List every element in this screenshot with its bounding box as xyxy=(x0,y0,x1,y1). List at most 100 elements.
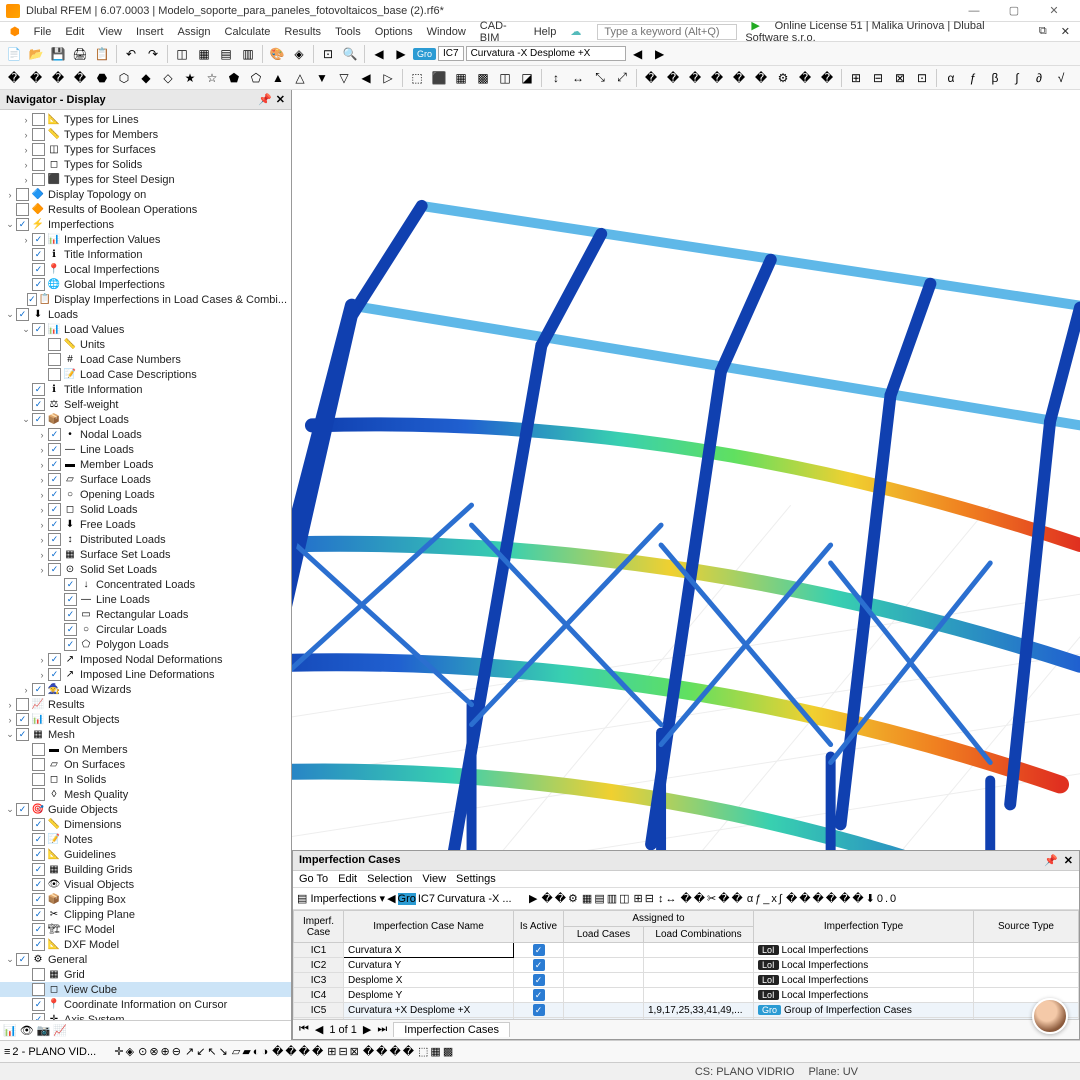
tab-results-icon[interactable]: 📈 xyxy=(53,1024,67,1037)
tool-5-icon[interactable]: ⬡ xyxy=(114,68,134,88)
bp-tool-34-icon[interactable]: 0 xyxy=(877,893,883,905)
tab-data-icon[interactable]: 📊 xyxy=(3,1024,17,1037)
tree-item[interactable]: › 🔷 Display Topology on xyxy=(0,187,291,202)
new-icon[interactable]: 📄 xyxy=(4,44,24,64)
tree-checkbox[interactable] xyxy=(64,608,77,621)
menu-assign[interactable]: Assign xyxy=(171,24,216,40)
tree-checkbox[interactable] xyxy=(16,218,29,231)
tree-item[interactable]: › ▱ Surface Loads xyxy=(0,472,291,487)
tree-item[interactable]: 📝 Notes xyxy=(0,832,291,847)
tree-checkbox[interactable] xyxy=(32,233,45,246)
tree-checkbox[interactable] xyxy=(64,578,77,591)
tree-checkbox[interactable] xyxy=(32,1013,45,1020)
tool-27-icon[interactable]: ↔ xyxy=(568,68,588,88)
cloud-icon[interactable]: ☁ xyxy=(564,23,587,40)
tree-item[interactable]: 📏 Dimensions xyxy=(0,817,291,832)
tool-15-icon[interactable]: ▽ xyxy=(334,68,354,88)
tree-item[interactable]: › • Nodal Loads xyxy=(0,427,291,442)
tree-item[interactable]: › 📊 Result Objects xyxy=(0,712,291,727)
case-name-combo[interactable]: Curvatura -X Desplome +X xyxy=(466,46,626,61)
view-xz-icon[interactable]: ▤ xyxy=(216,44,236,64)
tree-item[interactable]: 📝 Load Case Descriptions xyxy=(0,367,291,382)
col-loadcases[interactable]: Load Cases xyxy=(564,927,644,943)
tool-48-icon[interactable]: β xyxy=(985,68,1005,88)
tool-24-icon[interactable]: ◪ xyxy=(517,68,537,88)
bp-tool-23-icon[interactable]: _ xyxy=(763,893,769,905)
tree-checkbox[interactable] xyxy=(32,773,45,786)
tree-checkbox[interactable] xyxy=(32,743,45,756)
tree-checkbox[interactable] xyxy=(64,623,77,636)
bp-tool-2-icon[interactable]: ⚙ xyxy=(568,892,578,905)
tree-checkbox[interactable] xyxy=(32,758,45,771)
tree-checkbox[interactable] xyxy=(48,353,61,366)
tree-item[interactable]: › 📈 Results xyxy=(0,697,291,712)
bp-tool-31-icon[interactable]: � xyxy=(839,892,850,905)
open-icon[interactable]: 📂 xyxy=(26,44,46,64)
tool-37-icon[interactable]: ⚙ xyxy=(773,68,793,88)
menu-help[interactable]: Help xyxy=(528,24,563,40)
tree-checkbox[interactable] xyxy=(27,293,37,306)
tool-2-icon[interactable]: � xyxy=(48,68,68,88)
tree-checkbox[interactable] xyxy=(32,818,45,831)
window-close-icon[interactable]: ✕ xyxy=(1055,23,1076,40)
view-yz-icon[interactable]: ▥ xyxy=(238,44,258,64)
view-iso-icon[interactable]: ◫ xyxy=(172,44,192,64)
tree-item[interactable]: ○ Circular Loads xyxy=(0,622,291,637)
tree-checkbox[interactable] xyxy=(32,263,45,276)
tree-checkbox[interactable] xyxy=(16,728,29,741)
tree-checkbox[interactable] xyxy=(64,638,77,651)
ts-27-icon[interactable]: � xyxy=(363,1045,374,1058)
tool-32-icon[interactable]: � xyxy=(663,68,683,88)
tree-item[interactable]: › — Line Loads xyxy=(0,442,291,457)
tree-checkbox[interactable] xyxy=(32,113,45,126)
tree-checkbox[interactable] xyxy=(32,908,45,921)
ts-11-icon[interactable]: ↘ xyxy=(219,1045,228,1058)
table-tab[interactable]: Imperfection Cases xyxy=(393,1022,510,1037)
tree-item[interactable]: 📦 Clipping Box xyxy=(0,892,291,907)
tree-item[interactable]: › 📊 Imperfection Values xyxy=(0,232,291,247)
bp-tool-27-icon[interactable]: � xyxy=(786,892,797,905)
table-row[interactable]: IC5 Curvatura +X Desplome +X ✓ 1,9,17,25… xyxy=(294,1003,1079,1018)
bp-tool-35-icon[interactable]: . xyxy=(885,893,888,905)
bp-tool-25-icon[interactable]: ∫ xyxy=(779,893,782,905)
tree-item[interactable]: ▱ On Surfaces xyxy=(0,757,291,772)
tree-checkbox[interactable] xyxy=(32,143,45,156)
redo-icon[interactable]: ↷ xyxy=(143,44,163,64)
window-restore-icon[interactable]: ⧉ xyxy=(1033,23,1053,40)
tree-item[interactable]: › ◫ Types for Surfaces xyxy=(0,142,291,157)
ts-8-icon[interactable]: ↗ xyxy=(185,1045,194,1058)
ts-29-icon[interactable]: � xyxy=(389,1045,400,1058)
wireframe-icon[interactable]: ◈ xyxy=(289,44,309,64)
tree-checkbox[interactable] xyxy=(32,158,45,171)
tree-item[interactable]: › ▬ Member Loads xyxy=(0,457,291,472)
tool-23-icon[interactable]: ◫ xyxy=(495,68,515,88)
tree-item[interactable]: › ▦ Surface Set Loads xyxy=(0,547,291,562)
next-icon[interactable]: ▶ xyxy=(529,892,537,905)
tree-checkbox[interactable] xyxy=(48,488,61,501)
col-source[interactable]: Source Type xyxy=(974,911,1079,943)
tool-47-icon[interactable]: ƒ xyxy=(963,68,983,88)
tree-checkbox[interactable] xyxy=(32,998,45,1011)
tree-item[interactable]: ▦ Grid xyxy=(0,967,291,982)
tree-checkbox[interactable] xyxy=(32,788,45,801)
tree-item[interactable]: 📏 Units xyxy=(0,337,291,352)
tab-display-icon[interactable]: 👁 xyxy=(20,1024,34,1037)
tree-item[interactable]: 🏗 IFC Model xyxy=(0,922,291,937)
ts-24-icon[interactable]: ⊟ xyxy=(338,1045,347,1058)
saveall-icon[interactable]: 🖨 xyxy=(70,44,90,64)
tree-item[interactable]: ▦ Building Grids xyxy=(0,862,291,877)
tool-7-icon[interactable]: ◇ xyxy=(158,68,178,88)
layer-icon[interactable]: ≡ xyxy=(4,1046,10,1058)
bp-tool-4-icon[interactable]: ▦ xyxy=(582,892,592,905)
bp-tool-33-icon[interactable]: ⬇ xyxy=(866,892,875,905)
tree-item[interactable]: › ⊙ Solid Set Loads xyxy=(0,562,291,577)
ts-14-icon[interactable]: ▰ xyxy=(242,1045,250,1058)
bp-tool-1-icon[interactable]: � xyxy=(555,892,566,905)
tree-item[interactable]: › ◻ Solid Loads xyxy=(0,502,291,517)
tool-9-icon[interactable]: ☆ xyxy=(202,68,222,88)
minimize-button[interactable]: — xyxy=(954,5,994,17)
tree-item[interactable]: ⌄ ▦ Mesh xyxy=(0,727,291,742)
tree-item[interactable]: › 📐 Types for Lines xyxy=(0,112,291,127)
tree-checkbox[interactable] xyxy=(16,803,29,816)
menu-tools[interactable]: Tools xyxy=(329,24,367,40)
